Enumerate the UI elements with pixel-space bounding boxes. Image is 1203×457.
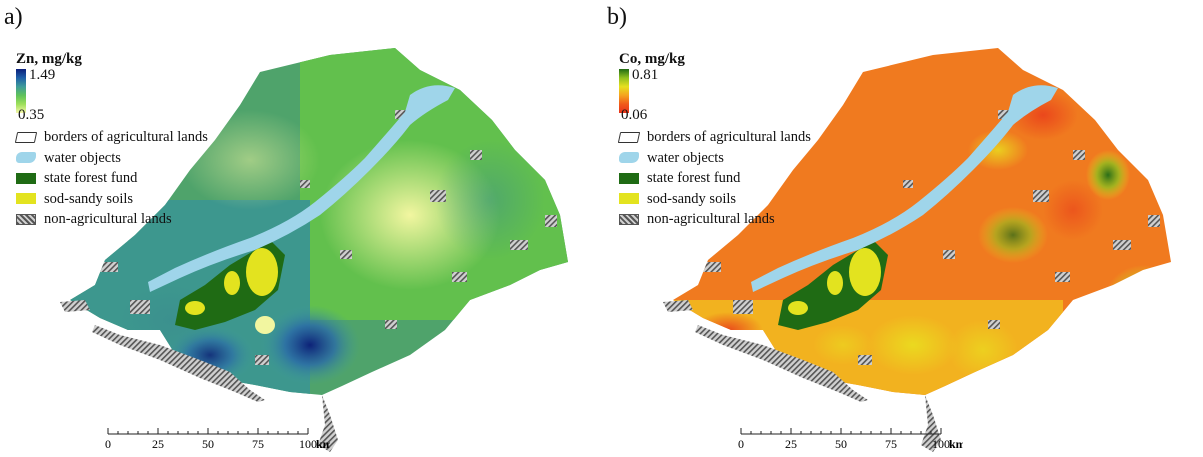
scale-tick: 75 [252, 437, 264, 451]
scale-tick: 50 [835, 437, 847, 451]
legend-item-borders: borders of agricultural lands [14, 127, 208, 148]
legend-item-forest: state forest fund [619, 168, 811, 189]
scale-bar: 0 25 50 75 100 km [738, 428, 963, 451]
legend-item-water: water objects [619, 148, 811, 169]
panel-label: b) [607, 4, 627, 30]
zn-map [60, 48, 568, 452]
scale-tick: 100 [299, 437, 317, 451]
hatch-swatch-icon [619, 213, 639, 225]
hatch-swatch-icon [16, 213, 36, 225]
legend-item-water: water objects [16, 148, 208, 169]
color-ramp: 0.81 0.06 [619, 67, 811, 123]
scale-tick: 50 [202, 437, 214, 451]
map-legend: Co, mg/kg 0.81 0.06 borders of agricultu… [617, 51, 811, 230]
scale-unit: km [949, 437, 963, 451]
water-icon [16, 152, 36, 164]
map-panel-co: b) Co, mg/kg 0.81 0.06 borders of agricu… [603, 0, 1203, 457]
forest-swatch-icon [619, 172, 639, 184]
ramp-min-label: 0.35 [18, 107, 45, 123]
legend-item-nonag: non-agricultural lands [619, 209, 811, 230]
border-outline-icon [617, 131, 641, 143]
forest-patches [175, 240, 285, 334]
legend-item-borders: borders of agricultural lands [617, 127, 811, 148]
scale-tick: 25 [785, 437, 797, 451]
river [751, 85, 1058, 292]
map-legend: Zn, mg/kg 1.49 0.35 borders of agricultu… [14, 51, 208, 230]
water-icon [619, 152, 639, 164]
legend-title: Zn, mg/kg [16, 51, 82, 67]
ramp-max-label: 0.81 [632, 67, 659, 83]
sandy-swatch-icon [16, 193, 36, 205]
panel-label: a) [4, 4, 23, 30]
legend-item-sandy: sod-sandy soils [16, 189, 208, 210]
scale-tick: 75 [885, 437, 897, 451]
co-map [663, 48, 1171, 452]
scale-tick: 0 [105, 437, 111, 451]
ramp-min-label: 0.06 [621, 107, 648, 123]
legend-item-nonag: non-agricultural lands [16, 209, 208, 230]
scale-tick: 0 [738, 437, 744, 451]
scale-unit: km [316, 437, 330, 451]
color-ramp-bar [619, 69, 629, 113]
border-outline-icon [14, 131, 38, 143]
scale-tick: 25 [152, 437, 164, 451]
color-ramp-bar [16, 69, 26, 113]
ramp-max-label: 1.49 [29, 67, 56, 83]
scale-tick: 100 [932, 437, 950, 451]
scale-bar: 0 25 50 75 100 km [105, 428, 330, 451]
legend-title: Co, mg/kg [619, 51, 685, 67]
sandy-swatch-icon [619, 193, 639, 205]
forest-swatch-icon [16, 172, 36, 184]
map-panel-zn: a) Zn, mg/kg 1.49 0.35 borders of agricu… [0, 0, 600, 457]
color-ramp: 1.49 0.35 [16, 67, 208, 123]
forest-patches [778, 240, 888, 330]
legend-item-forest: state forest fund [16, 168, 208, 189]
river [148, 85, 455, 292]
legend-item-sandy: sod-sandy soils [619, 189, 811, 210]
